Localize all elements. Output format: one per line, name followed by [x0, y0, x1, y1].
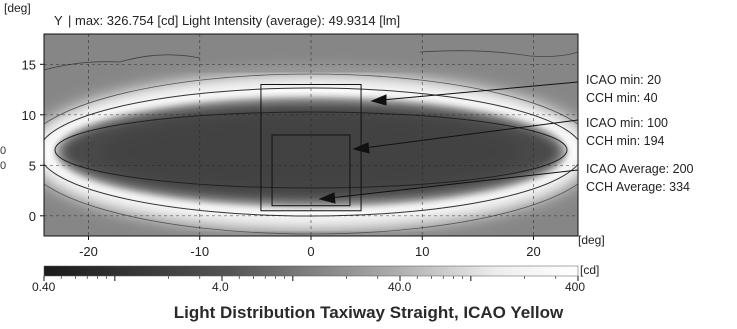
- chart-title: Light Distribution Taxiway Straight, ICA…: [173, 303, 564, 322]
- annotation-3-line1: ICAO Average: 200: [586, 162, 694, 176]
- colorbar-tick-label: 0.40: [32, 280, 56, 294]
- x-axis-unit: [deg]: [578, 233, 605, 247]
- colorbar-tick-label: 400: [565, 280, 586, 294]
- x-tick-label: 20: [526, 244, 540, 259]
- x-tick-label: 10: [415, 244, 429, 259]
- annotation-1-line1: ICAO min: 20: [586, 73, 662, 87]
- side-label-1: 0: [0, 145, 7, 157]
- colorbar-unit: [cd]: [580, 263, 600, 277]
- y-tick-label: 5: [29, 158, 36, 173]
- colorbar: [43, 265, 579, 277]
- y-tick-label: 0: [29, 209, 36, 224]
- x-tick-label: 0: [307, 244, 314, 259]
- plot-area: [44, 34, 578, 236]
- annotation-1-line2: CCH min: 40: [586, 91, 658, 105]
- annotation-2-line2: CCH min: 194: [586, 134, 665, 148]
- y-axis-name: Y: [54, 13, 63, 28]
- y-axis-unit: [deg]: [4, 1, 31, 15]
- measurement-rectangle: [271, 134, 351, 207]
- x-tick-label: -20: [79, 244, 98, 259]
- x-tick-label: -10: [190, 244, 209, 259]
- stats-header: | max: 326.754 [cd] Light Intensity (ave…: [68, 13, 401, 28]
- annotation-arrows: [318, 81, 579, 204]
- colorbar-tick-label: 40.0: [388, 280, 412, 294]
- annotation-3-line2: CCH Average: 334: [586, 180, 690, 194]
- side-label-2: 0: [0, 160, 7, 172]
- y-tick-label: 15: [22, 57, 36, 72]
- colorbar-tick-label: 4.0: [212, 280, 229, 294]
- y-tick-label: 10: [22, 108, 36, 123]
- annotation-2-line1: ICAO min: 100: [586, 116, 668, 130]
